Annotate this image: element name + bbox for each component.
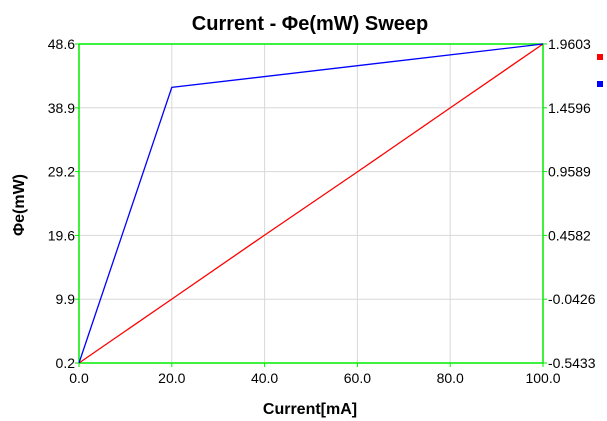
series-line-1 — [78, 43, 544, 364]
series-line-2 — [78, 43, 544, 364]
x-tick-label: 0.0 — [69, 370, 89, 386]
y-tick-label: 9.9 — [56, 291, 76, 307]
y2-tick-label: -0.0426 — [548, 291, 596, 307]
legend — [597, 54, 603, 87]
x-axis-title: Current[mA] — [263, 401, 357, 418]
x-tick-label: 60.0 — [344, 370, 371, 386]
y2-tick-label: 0.9589 — [548, 164, 591, 180]
x-tick-label: 80.0 — [437, 370, 464, 386]
y-tick-label: 0.2 — [56, 355, 76, 371]
y-tick-label: 29.2 — [48, 164, 75, 180]
x-tick-label: 40.0 — [251, 370, 278, 386]
y-tick-label: 19.6 — [48, 227, 75, 243]
tick-labels: 0.0 20.0 40.0 60.0 80.0 100.0 0.2 9.9 19.6 29.2 38… — [48, 36, 596, 386]
plot-area-frame — [78, 43, 544, 364]
y2-tick-label: 0.4582 — [548, 227, 591, 243]
legend-swatch-2 — [597, 81, 603, 87]
y2-tick-label: 1.4596 — [548, 100, 591, 116]
series-layer — [78, 43, 544, 364]
y-tick-label: 48.6 — [48, 36, 75, 52]
y-axis-title: Φe(mW) — [11, 174, 28, 236]
legend-swatch-1 — [597, 54, 603, 60]
y2-tick-label: 1.9603 — [548, 36, 591, 52]
grid-lines — [79, 44, 543, 363]
x-tick-label: 100.0 — [525, 370, 560, 386]
y2-tick-label: -0.5433 — [548, 355, 596, 371]
chart-title: Current - Φe(mW) Sweep — [192, 13, 428, 35]
y-tick-label: 38.9 — [48, 100, 75, 116]
x-tick-label: 20.0 — [158, 370, 185, 386]
